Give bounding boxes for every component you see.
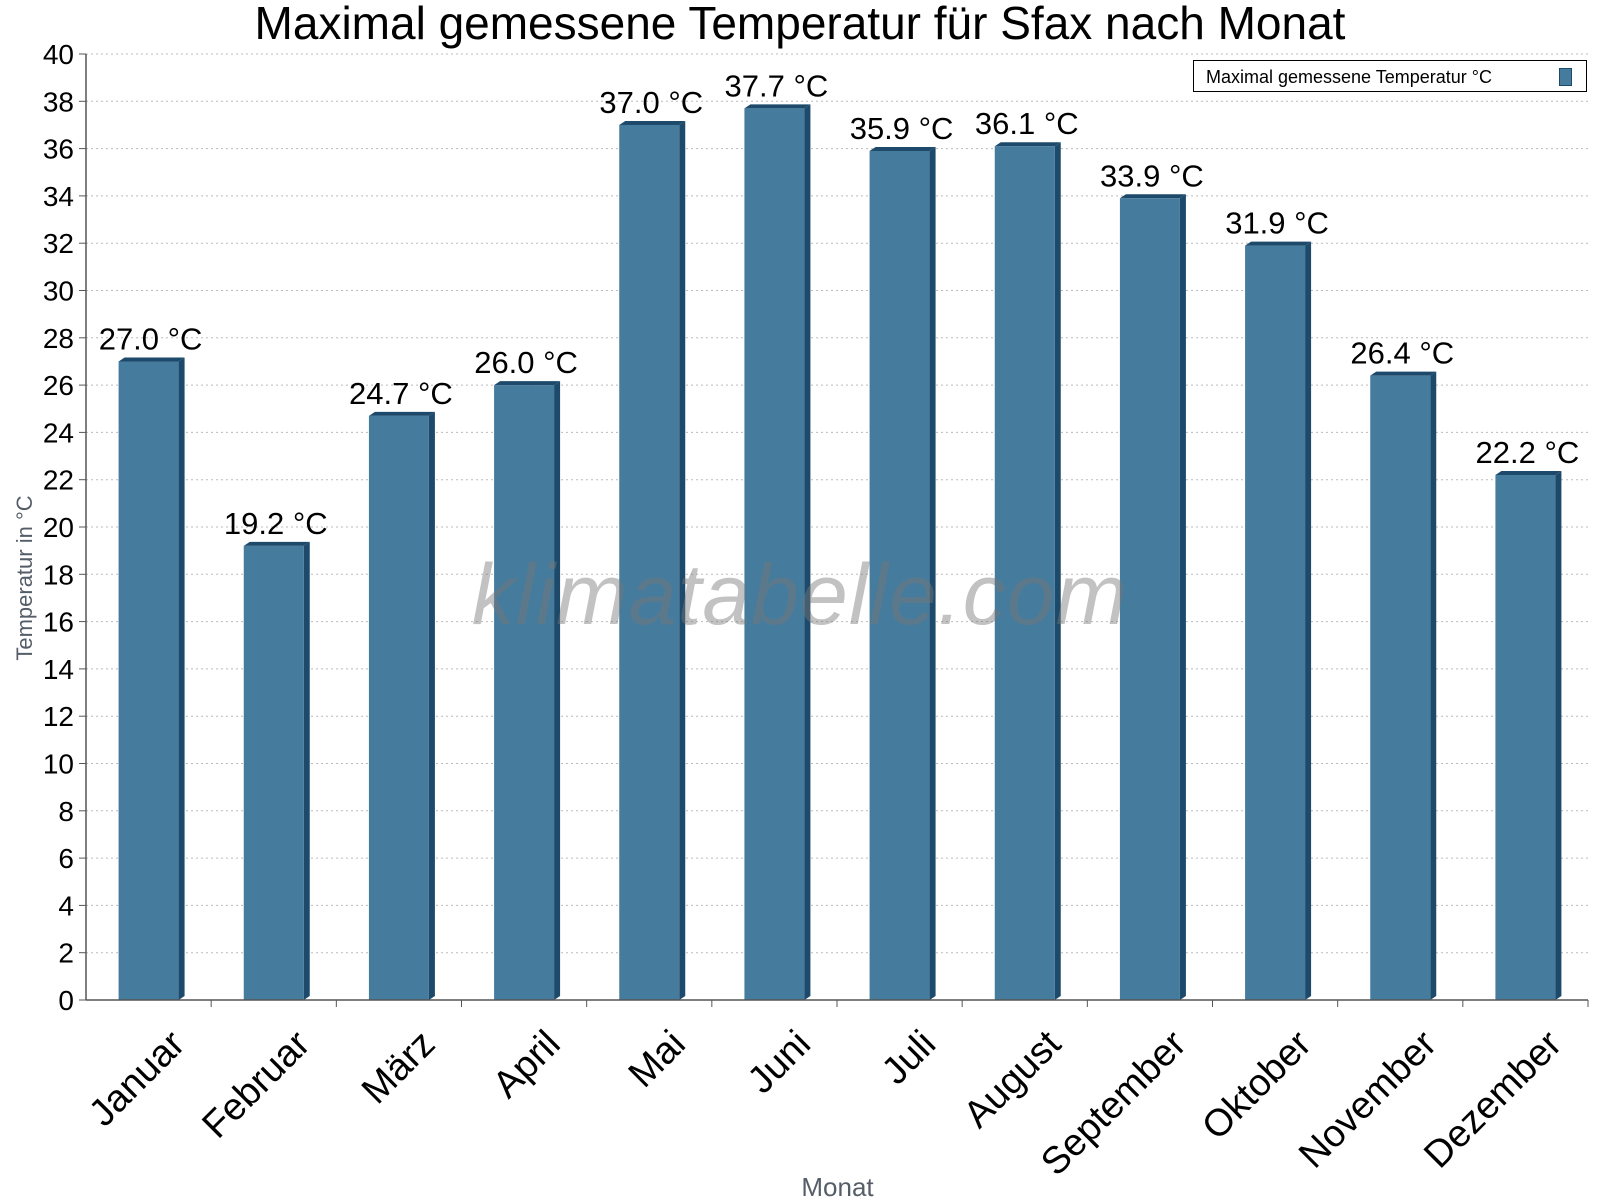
bar-side	[1555, 470, 1562, 1001]
bar-top	[368, 411, 435, 416]
data-label: 22.2 °C	[1476, 435, 1580, 470]
x-tick-label: Dezember	[1416, 1023, 1570, 1177]
y-tick-label: 34	[43, 181, 74, 212]
y-tick-label: 24	[43, 417, 74, 448]
data-label: 37.0 °C	[599, 85, 703, 120]
y-tick-label: 0	[58, 985, 74, 1016]
bar-top	[118, 357, 185, 362]
bar-top	[619, 120, 686, 125]
bars	[118, 104, 1562, 1001]
y-tick-label: 36	[43, 134, 74, 165]
legend: Maximal gemessene Temperatur °C	[1193, 60, 1587, 92]
y-tick-label: 2	[58, 938, 74, 969]
bar-side	[303, 541, 310, 1000]
bar-top	[494, 381, 561, 386]
bar-top	[869, 146, 936, 151]
bar-februar	[243, 545, 304, 1000]
data-label: 31.9 °C	[1225, 206, 1329, 241]
bar-side	[1305, 241, 1312, 1000]
bar-top	[744, 104, 811, 109]
x-tick-label: April	[485, 1023, 568, 1106]
y-tick-label: 30	[43, 276, 74, 307]
bar-side	[1179, 194, 1186, 1000]
x-tick-label: August	[956, 1023, 1070, 1137]
y-tick-label: 14	[43, 654, 74, 685]
legend-swatch	[1559, 68, 1572, 86]
bar-januar	[118, 361, 179, 1000]
x-tick-label: Februar	[194, 1023, 318, 1147]
y-tick-label: 26	[43, 370, 74, 401]
data-label: 19.2 °C	[224, 506, 328, 541]
bar-top	[994, 142, 1061, 147]
data-label: 35.9 °C	[850, 111, 954, 146]
legend-label: Maximal gemessene Temperatur °C	[1206, 67, 1492, 87]
bar-juni	[744, 108, 805, 1000]
bar-side	[1054, 142, 1061, 1001]
data-label: 26.4 °C	[1350, 336, 1454, 371]
data-label: 24.7 °C	[349, 376, 453, 411]
data-label: 37.7 °C	[725, 68, 829, 103]
data-labels: 27.0 °C 19.2 °C 24.7 °C 26.0 °C 37.0 °C 37.7 …	[99, 68, 1580, 541]
y-tick-label: 40	[43, 39, 74, 70]
y-tick-label: 4	[58, 890, 74, 921]
bar-top	[243, 541, 310, 546]
bar-juli	[869, 150, 930, 1001]
y-tick-label: 20	[43, 512, 74, 543]
x-tick-label: Oktober	[1194, 1023, 1320, 1149]
bar-side	[804, 104, 811, 1000]
bar-side	[929, 146, 936, 1001]
bar-märz	[368, 415, 429, 1001]
y-tick-label: 18	[43, 559, 74, 590]
bar-dezember	[1495, 474, 1556, 1001]
bar-top	[1119, 194, 1186, 199]
y-tick-label: 38	[43, 86, 74, 117]
y-tick-label: 6	[58, 843, 74, 874]
data-label: 27.0 °C	[99, 321, 203, 356]
bar-side	[679, 120, 686, 1000]
x-tick-label: März	[354, 1023, 443, 1112]
data-label: 26.0 °C	[474, 345, 578, 380]
bar-november	[1370, 375, 1431, 1000]
y-tick-label: 22	[43, 465, 74, 496]
bar-top	[1495, 470, 1562, 475]
x-tick-label: Juni	[740, 1023, 819, 1102]
x-tick-label: Mai	[621, 1023, 694, 1096]
bar-oktober	[1245, 245, 1306, 1000]
data-label: 36.1 °C	[975, 106, 1079, 141]
x-tick-label: Januar	[81, 1023, 193, 1135]
bar-side	[178, 357, 185, 1000]
bar-september	[1119, 198, 1180, 1000]
bar-side	[554, 381, 561, 1001]
y-tick-label: 10	[43, 749, 74, 780]
grid-lines	[86, 53, 1588, 954]
y-tick-label: 28	[43, 323, 74, 354]
bar-august	[994, 146, 1055, 1001]
watermark: klimatabelle.com	[471, 547, 1129, 643]
bar-top	[1370, 371, 1437, 376]
y-axis-label: Temperatur in °C	[12, 495, 37, 661]
bar-side	[1430, 371, 1437, 1000]
bar-top	[1245, 241, 1312, 246]
bar-april	[494, 385, 555, 1001]
bar-side	[428, 411, 435, 1001]
y-tick-label: 12	[43, 701, 74, 732]
y-tick-label: 16	[43, 607, 74, 638]
data-label: 33.9 °C	[1100, 158, 1204, 193]
y-tick-label: 8	[58, 796, 74, 827]
x-tick-label: Juli	[874, 1023, 944, 1093]
y-tick-label: 32	[43, 228, 74, 259]
chart-title: Maximal gemessene Temperatur für Sfax na…	[254, 0, 1346, 49]
x-axis-label: Monat	[801, 1172, 874, 1202]
bar-mai	[619, 124, 680, 1000]
